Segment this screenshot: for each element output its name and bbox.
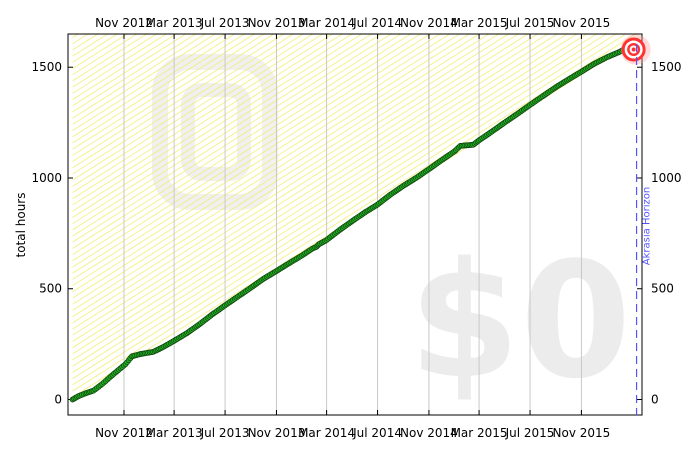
road-stripe: [72, 34, 598, 367]
goal-bullseye-icon: [620, 34, 651, 65]
road-stripe: [72, 34, 539, 330]
road-stripe: [72, 34, 627, 386]
road-stripe: [72, 34, 344, 206]
x-tick-label: Jul 2013: [200, 426, 250, 440]
road-stripe: [72, 34, 529, 324]
road-stripe: [72, 34, 471, 287]
road-stripe: [72, 34, 373, 225]
bullseye-ring: [631, 47, 636, 52]
road-stripe: [72, 34, 197, 113]
road-stripe: [72, 34, 363, 218]
road-stripe: [72, 34, 226, 132]
y-axis-title: total hours: [14, 193, 28, 258]
road-stripe: [72, 34, 256, 150]
road-stripe: [72, 34, 588, 361]
y-tick-label-right: 1000: [651, 171, 682, 185]
x-tick-label: Nov 2014: [400, 426, 458, 440]
pledge-watermark: $0: [409, 227, 632, 414]
road-stripe: [72, 34, 608, 373]
road-stripe: [72, 34, 432, 262]
road-stripe: [72, 34, 441, 268]
x-tick-label: Nov 2014: [400, 16, 458, 30]
x-tick-label: Nov 2013: [248, 426, 306, 440]
x-tick-label: Mar 2014: [298, 426, 355, 440]
road-stripe: [72, 34, 334, 200]
x-tick-label: Jul 2013: [200, 16, 250, 30]
x-tick-label: Jul 2015: [505, 16, 555, 30]
road-stripe: [72, 34, 490, 299]
x-tick-label: Mar 2015: [451, 426, 508, 440]
y-tick-label-left: 1500: [31, 60, 62, 74]
x-tick-label: Mar 2015: [451, 16, 508, 30]
x-tick-label: Nov 2012: [95, 16, 153, 30]
x-tick-label: Mar 2013: [146, 426, 203, 440]
road-stripe: [72, 34, 285, 169]
road-stripe: [72, 34, 314, 187]
road-stripe: [72, 34, 559, 342]
road-stripe: [72, 34, 617, 380]
plot-frame: [67, 33, 643, 416]
y-tick-label-right: 1500: [651, 60, 682, 74]
road-stripe: [72, 34, 246, 144]
y-tick-label-left: 500: [39, 282, 62, 296]
road-stripe: [72, 34, 461, 280]
y-ticks-right: 0 500 1000 1500: [637, 60, 682, 406]
x-tick-label: Nov 2012: [95, 426, 153, 440]
x-tick-label: Jul 2014: [352, 16, 402, 30]
x-tick-label: Nov 2013: [248, 16, 306, 30]
road-stripe: [72, 34, 177, 100]
x-tick-label: Jul 2014: [352, 426, 402, 440]
road-stripe: [72, 34, 510, 311]
road-stripe: [72, 34, 451, 274]
road-stripe: [72, 34, 265, 156]
road-stripe: [72, 34, 392, 237]
road-stripe: [72, 34, 324, 194]
road-stripe: [72, 34, 187, 107]
road-stripe: [72, 34, 295, 175]
y-tick-label-right: 0: [651, 392, 659, 406]
road-stripe: [72, 34, 304, 181]
road-stripe: [72, 34, 275, 163]
y-tick-label-left: 1000: [31, 171, 62, 185]
road-stripe: [72, 34, 207, 119]
road-stripe: [72, 34, 480, 293]
road-stripe: [72, 34, 402, 243]
y-ticks-left: 0 500 1000 1500: [31, 60, 73, 406]
road-stripe: [72, 34, 353, 212]
road-stripe: [72, 34, 520, 318]
x-tick-label: Mar 2014: [298, 16, 355, 30]
road-stripe: [72, 34, 216, 125]
road-stripe: [72, 34, 568, 349]
road-stripe: [72, 34, 578, 355]
y-tick-label-left: 0: [54, 392, 62, 406]
x-tick-label: Nov 2015: [553, 426, 611, 440]
x-tick-label: Mar 2013: [146, 16, 203, 30]
x-tick-label: Nov 2015: [553, 16, 611, 30]
road-stripe: [72, 34, 422, 256]
road-stripe: [72, 34, 500, 305]
data-series: [69, 44, 631, 403]
y-tick-label-right: 500: [651, 282, 674, 296]
yellow-brick-road: [72, 34, 642, 398]
road-stripe: [72, 34, 412, 249]
akrasia-horizon: Akrasia Horizon: [635, 44, 653, 415]
road-stripe: [72, 34, 236, 138]
x-tick-label: Jul 2015: [505, 426, 555, 440]
vertical-gridlines: [123, 34, 582, 415]
road-stripe: [72, 34, 383, 231]
akrasia-horizon-label: Akrasia Horizon: [642, 187, 653, 265]
